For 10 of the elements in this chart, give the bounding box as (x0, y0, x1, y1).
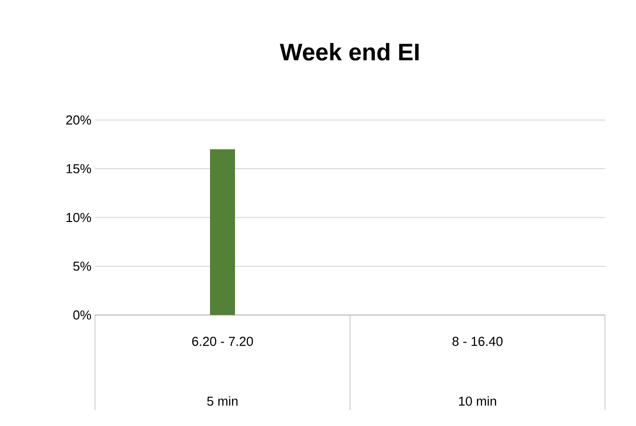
y-tick-label: 0% (73, 310, 92, 320)
text: 5 min (207, 396, 238, 406)
y-tick-label: 10% (66, 212, 92, 222)
y-tick-label: 20% (66, 115, 92, 125)
y-tick-label: 15% (66, 164, 92, 174)
chart-title: Week end EI (280, 42, 419, 60)
text: 10 min (459, 396, 496, 406)
y-tick-label: 5% (73, 262, 92, 271)
x-tick-label: 6.20 - 7.20 (192, 336, 253, 346)
x-tick-label: 8 - 16.40 (452, 336, 503, 346)
